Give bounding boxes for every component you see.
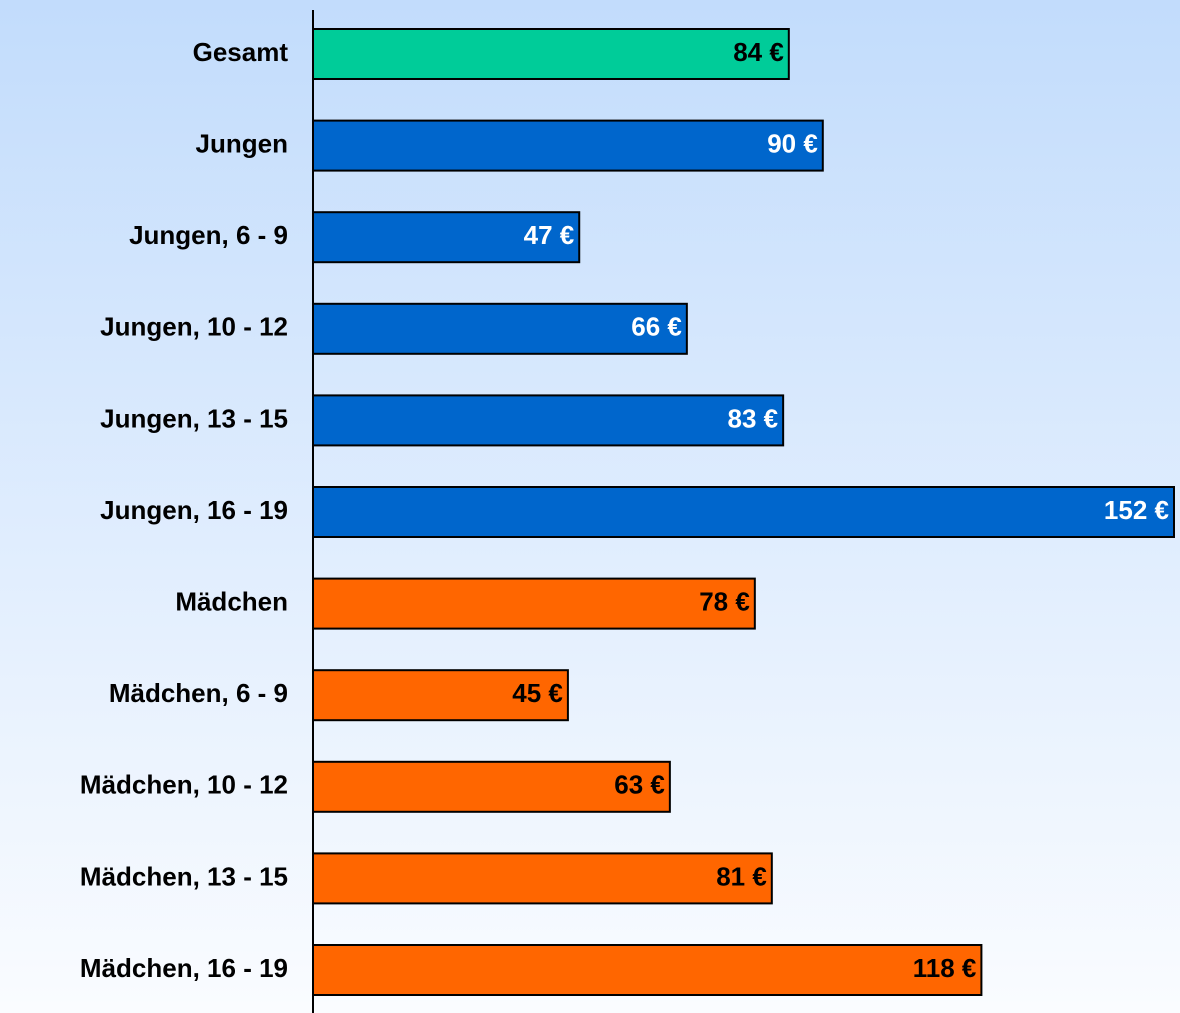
value-label: 78 €	[699, 586, 750, 616]
category-label: Jungen, 16 - 19	[100, 495, 288, 525]
value-label: 83 €	[728, 403, 779, 433]
bar	[312, 852, 773, 905]
value-label: 84 €	[733, 37, 784, 67]
value-label: 63 €	[614, 770, 665, 800]
category-label: Mädchen, 16 - 19	[80, 953, 288, 983]
category-label: Mädchen	[175, 586, 288, 616]
bar	[312, 669, 569, 722]
value-label: 118 €	[913, 953, 977, 983]
bar	[312, 28, 790, 80]
category-label: Mädchen, 10 - 12	[80, 770, 288, 800]
bar	[312, 486, 1175, 538]
category-label: Gesamt	[193, 37, 289, 67]
value-label: 90 €	[767, 128, 818, 158]
bar	[312, 760, 671, 813]
value-label: 47 €	[524, 220, 575, 250]
category-label: Jungen, 10 - 12	[100, 312, 288, 342]
value-label: 81 €	[716, 861, 767, 891]
value-label: 45 €	[512, 678, 563, 708]
value-label: 66 €	[631, 312, 682, 342]
category-label: Jungen, 6 - 9	[129, 220, 288, 250]
bar	[312, 944, 983, 996]
bar	[312, 211, 581, 264]
bar	[312, 302, 688, 355]
category-label: Jungen	[196, 128, 288, 158]
category-label: Jungen, 13 - 15	[100, 403, 288, 433]
bar	[312, 394, 785, 447]
value-label: 152 €	[1104, 495, 1169, 525]
category-label: Mädchen, 6 - 9	[109, 678, 288, 708]
category-label: Mädchen, 13 - 15	[80, 861, 288, 891]
bar	[312, 119, 824, 172]
bar	[312, 577, 756, 630]
